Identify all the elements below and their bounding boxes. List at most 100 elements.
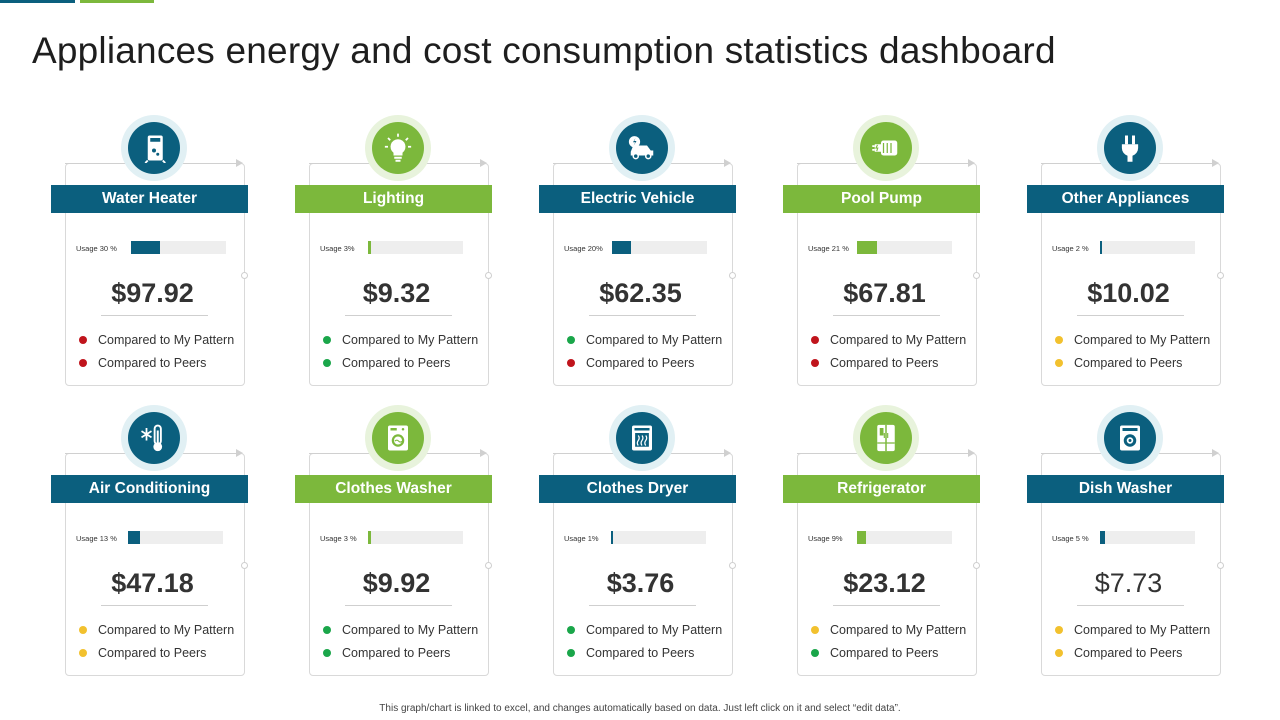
usage-bar bbox=[1100, 241, 1195, 254]
compared-to-peers-label: Compared to Peers bbox=[98, 646, 207, 660]
status-dot bbox=[1055, 359, 1063, 367]
card-dot-marker bbox=[241, 272, 248, 279]
compared-to-peers: Compared to Peers bbox=[79, 646, 206, 660]
usage-bar bbox=[857, 241, 952, 254]
compared-to-my-pattern: Compared to My Pattern bbox=[79, 333, 234, 347]
appliance-title: Refrigerator bbox=[783, 475, 980, 503]
card-arrow-head bbox=[724, 449, 731, 457]
compared-to-my-pattern: Compared to My Pattern bbox=[1055, 623, 1210, 637]
cost-underline bbox=[345, 605, 452, 606]
plug-icon bbox=[1104, 122, 1156, 174]
cost-underline bbox=[589, 315, 696, 316]
usage-label: Usage 2 % bbox=[1052, 244, 1089, 253]
cost-underline bbox=[1077, 315, 1184, 316]
compared-to-my-pattern-label: Compared to My Pattern bbox=[1074, 333, 1211, 347]
compared-to-peers: Compared to Peers bbox=[323, 356, 450, 370]
appliance-card-lighting: Lighting Usage 3% $9.32 Compared to My Patt… bbox=[295, 115, 495, 390]
compared-to-my-pattern-label: Compared to My Pattern bbox=[830, 623, 967, 637]
cost-value: $47.18 bbox=[111, 568, 194, 598]
compared-to-my-pattern-label: Compared to My Pattern bbox=[586, 623, 723, 637]
usage-bar-fill bbox=[368, 531, 371, 544]
compared-to-peers-label: Compared to Peers bbox=[586, 646, 695, 660]
usage-bar-fill bbox=[857, 241, 877, 254]
cost-value: $3.76 bbox=[606, 568, 675, 598]
compared-to-my-pattern: Compared to My Pattern bbox=[79, 623, 234, 637]
card-dot-marker bbox=[729, 272, 736, 279]
status-dot bbox=[567, 359, 575, 367]
compared-to-my-pattern: Compared to My Pattern bbox=[811, 623, 966, 637]
appliance-title: Air Conditioning bbox=[51, 475, 248, 503]
usage-bar bbox=[128, 531, 223, 544]
compared-to-my-pattern: Compared to My Pattern bbox=[811, 333, 966, 347]
water-heater-icon bbox=[128, 122, 180, 174]
usage-bar-fill bbox=[612, 241, 631, 254]
electric-vehicle-icon bbox=[616, 122, 668, 174]
appliance-title: Dish Washer bbox=[1027, 475, 1224, 503]
usage-label: Usage 30 % bbox=[76, 244, 117, 253]
top-accent-bar-green bbox=[80, 0, 154, 3]
compared-to-my-pattern-label: Compared to My Pattern bbox=[98, 333, 235, 347]
status-dot bbox=[567, 336, 575, 344]
compared-to-peers-label: Compared to Peers bbox=[342, 356, 451, 370]
appliance-card-clothes-washer: Clothes Washer Usage 3 % $9.92 Compared to … bbox=[295, 405, 495, 680]
usage-label: Usage 13 % bbox=[76, 534, 117, 543]
status-dot bbox=[811, 359, 819, 367]
status-dot bbox=[323, 359, 331, 367]
cost-value: $10.02 bbox=[1087, 278, 1170, 308]
compared-to-my-pattern-label: Compared to My Pattern bbox=[342, 623, 479, 637]
compared-to-peers-label: Compared to Peers bbox=[342, 646, 451, 660]
status-dot bbox=[323, 626, 331, 634]
appliance-title: Clothes Dryer bbox=[539, 475, 736, 503]
compared-to-peers-label: Compared to Peers bbox=[98, 356, 207, 370]
appliance-title: Electric Vehicle bbox=[539, 185, 736, 213]
status-dot bbox=[1055, 649, 1063, 657]
compared-to-peers-label: Compared to Peers bbox=[1074, 356, 1183, 370]
status-dot bbox=[567, 626, 575, 634]
usage-label: Usage 3% bbox=[320, 244, 355, 253]
washing-machine-icon bbox=[372, 412, 424, 464]
usage-label: Usage 21 % bbox=[808, 244, 849, 253]
cost-value: $7.73 bbox=[1094, 568, 1163, 598]
status-dot bbox=[811, 649, 819, 657]
compared-to-my-pattern: Compared to My Pattern bbox=[1055, 333, 1210, 347]
compared-to-my-pattern: Compared to My Pattern bbox=[567, 333, 722, 347]
status-dot bbox=[323, 649, 331, 657]
card-dot-marker bbox=[485, 562, 492, 569]
compared-to-peers: Compared to Peers bbox=[811, 646, 938, 660]
usage-label: Usage 1% bbox=[564, 534, 599, 543]
usage-bar-fill bbox=[128, 531, 140, 544]
appliance-card-air-conditioning: Air Conditioning Usage 13 % $47.18 Compared… bbox=[51, 405, 251, 680]
status-dot bbox=[79, 649, 87, 657]
appliance-card-other-appliances: Other Appliances Usage 2 % $10.02 Compared … bbox=[1027, 115, 1227, 390]
status-dot bbox=[811, 336, 819, 344]
usage-bar-fill bbox=[368, 241, 371, 254]
card-dot-marker bbox=[973, 562, 980, 569]
status-dot bbox=[79, 626, 87, 634]
appliance-title: Other Appliances bbox=[1027, 185, 1224, 213]
clothes-dryer-icon bbox=[616, 412, 668, 464]
status-dot bbox=[79, 359, 87, 367]
appliance-title: Lighting bbox=[295, 185, 492, 213]
card-dot-marker bbox=[1217, 562, 1224, 569]
compared-to-my-pattern: Compared to My Pattern bbox=[567, 623, 722, 637]
usage-bar bbox=[611, 531, 706, 544]
usage-label: Usage 20% bbox=[564, 244, 603, 253]
card-arrow-head bbox=[1212, 449, 1219, 457]
card-arrow-head bbox=[1212, 159, 1219, 167]
card-dot-marker bbox=[973, 272, 980, 279]
footer-note: This graph/chart is linked to excel, and… bbox=[379, 703, 901, 714]
status-dot bbox=[1055, 336, 1063, 344]
air-conditioning-icon bbox=[128, 412, 180, 464]
cost-underline bbox=[589, 605, 696, 606]
card-arrow-head bbox=[968, 159, 975, 167]
appliance-card-electric-vehicle: Electric Vehicle Usage 20% $62.35 Compared … bbox=[539, 115, 739, 390]
compared-to-peers: Compared to Peers bbox=[567, 356, 694, 370]
compared-to-my-pattern-label: Compared to My Pattern bbox=[586, 333, 723, 347]
compared-to-my-pattern-label: Compared to My Pattern bbox=[342, 333, 479, 347]
pool-pump-icon bbox=[860, 122, 912, 174]
cost-underline bbox=[101, 315, 208, 316]
compared-to-my-pattern-label: Compared to My Pattern bbox=[830, 333, 967, 347]
page-title: Appliances energy and cost consumption s… bbox=[32, 30, 1056, 71]
appliance-card-refrigerator: Refrigerator Usage 9% $23.12 Compared to My… bbox=[783, 405, 983, 680]
compared-to-peers: Compared to Peers bbox=[323, 646, 450, 660]
